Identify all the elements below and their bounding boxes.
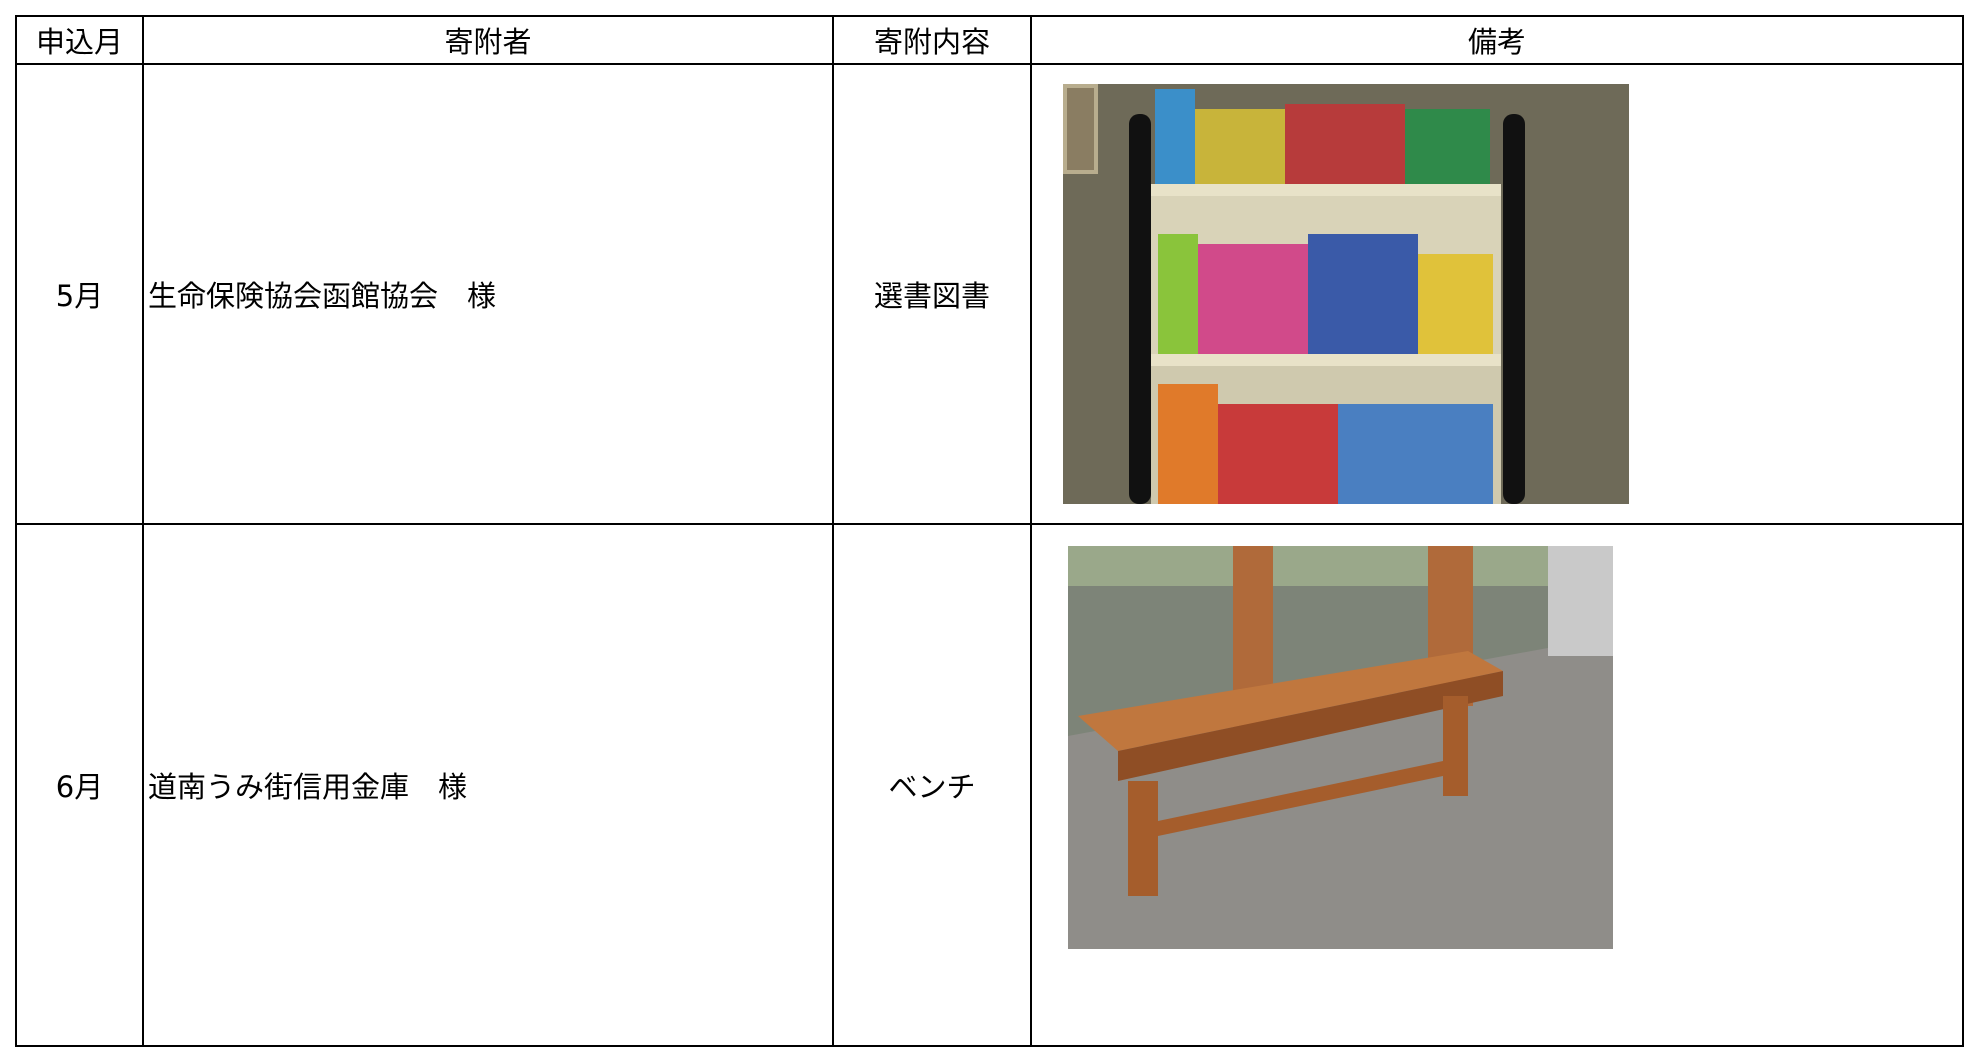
- books: [1155, 89, 1493, 504]
- donation-table: 申込月 寄附者 寄附内容 備考 5月 生命保険協会函館協会 様 選書図書: [15, 15, 1964, 1047]
- bookshelf-photo: [1063, 84, 1629, 504]
- header-cell: 寄附内容: [832, 15, 1032, 65]
- header-cell: 寄附者: [142, 15, 834, 65]
- header-row: 申込月 寄附者 寄附内容 備考: [15, 15, 1964, 65]
- page: 申込月 寄附者 寄附内容 備考 5月 生命保険協会函館協会 様 選書図書: [15, 15, 1964, 1047]
- month-cell: 5月: [15, 63, 144, 525]
- donor-cell: 道南うみ街信用金庫 様: [142, 523, 834, 1047]
- table-row: 6月 道南うみ街信用金庫 様 ベンチ: [15, 523, 1964, 1047]
- month-cell: 6月: [15, 523, 144, 1047]
- header-cell: 備考: [1030, 15, 1964, 65]
- photo-cell: [1030, 523, 1964, 1047]
- bench-photo: [1068, 546, 1613, 949]
- content-cell: 選書図書: [832, 63, 1032, 525]
- photo-cell: [1030, 63, 1964, 525]
- table-row: 5月 生命保険協会函館協会 様 選書図書: [15, 63, 1964, 525]
- header-cell: 申込月: [15, 15, 144, 65]
- donor-cell: 生命保険協会函館協会 様: [142, 63, 834, 525]
- content-cell: ベンチ: [832, 523, 1032, 1047]
